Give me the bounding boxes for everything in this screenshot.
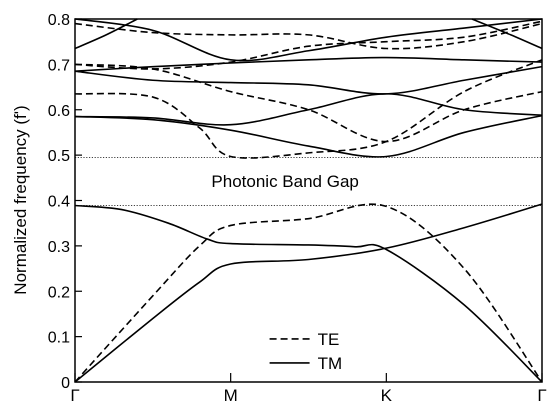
x-tick-label-2: K xyxy=(381,386,393,402)
te-band-12 xyxy=(74,20,543,70)
y-tick-label-5: 0.5 xyxy=(48,148,70,165)
y-tick-label-2: 0.2 xyxy=(48,284,70,301)
te-band-9 xyxy=(74,203,543,383)
y-tick-labels: 0 0.1 0.2 0.3 0.4 0.5 0.6 0.7 0.8 xyxy=(48,12,70,392)
tm-band-8 xyxy=(74,18,543,62)
y-tick-label-8: 0.8 xyxy=(48,12,70,29)
x-tick-label-1: M xyxy=(224,386,238,402)
tm-band-4 xyxy=(74,65,543,95)
legend: TE TM xyxy=(269,330,343,373)
y-tick-label-3: 0.3 xyxy=(48,239,70,256)
x-tick-label-0: Γ xyxy=(70,386,79,402)
band-gap-lines xyxy=(75,156,542,206)
axis-ticks xyxy=(74,18,543,383)
band-curves xyxy=(74,18,543,383)
x-tick-label-3: Γ xyxy=(537,386,546,402)
y-tick-label-1: 0.1 xyxy=(48,330,70,347)
tm-band-6 xyxy=(74,18,138,50)
tm-band-2 xyxy=(74,114,543,158)
y-tick-label-4: 0.4 xyxy=(48,194,70,211)
y-axis-label: Normalized frequency (f') xyxy=(11,105,30,294)
legend-label-tm: TM xyxy=(318,354,343,373)
legend-label-te: TE xyxy=(318,330,340,349)
y-tick-label-6: 0.6 xyxy=(48,103,70,120)
band-gap-annotation: Photonic Band Gap xyxy=(211,172,358,191)
plot-frame xyxy=(74,18,543,383)
tm-band-3 xyxy=(74,93,543,126)
tm-band-5 xyxy=(74,56,543,72)
y-tick-label-7: 0.7 xyxy=(48,57,70,74)
te-band-10 xyxy=(74,59,543,159)
te-band-13 xyxy=(74,22,543,50)
y-tick-label-0: 0 xyxy=(61,375,70,392)
tm-band-7 xyxy=(471,18,543,50)
tm-band-0 xyxy=(74,203,543,383)
tm-band-1 xyxy=(74,204,543,383)
